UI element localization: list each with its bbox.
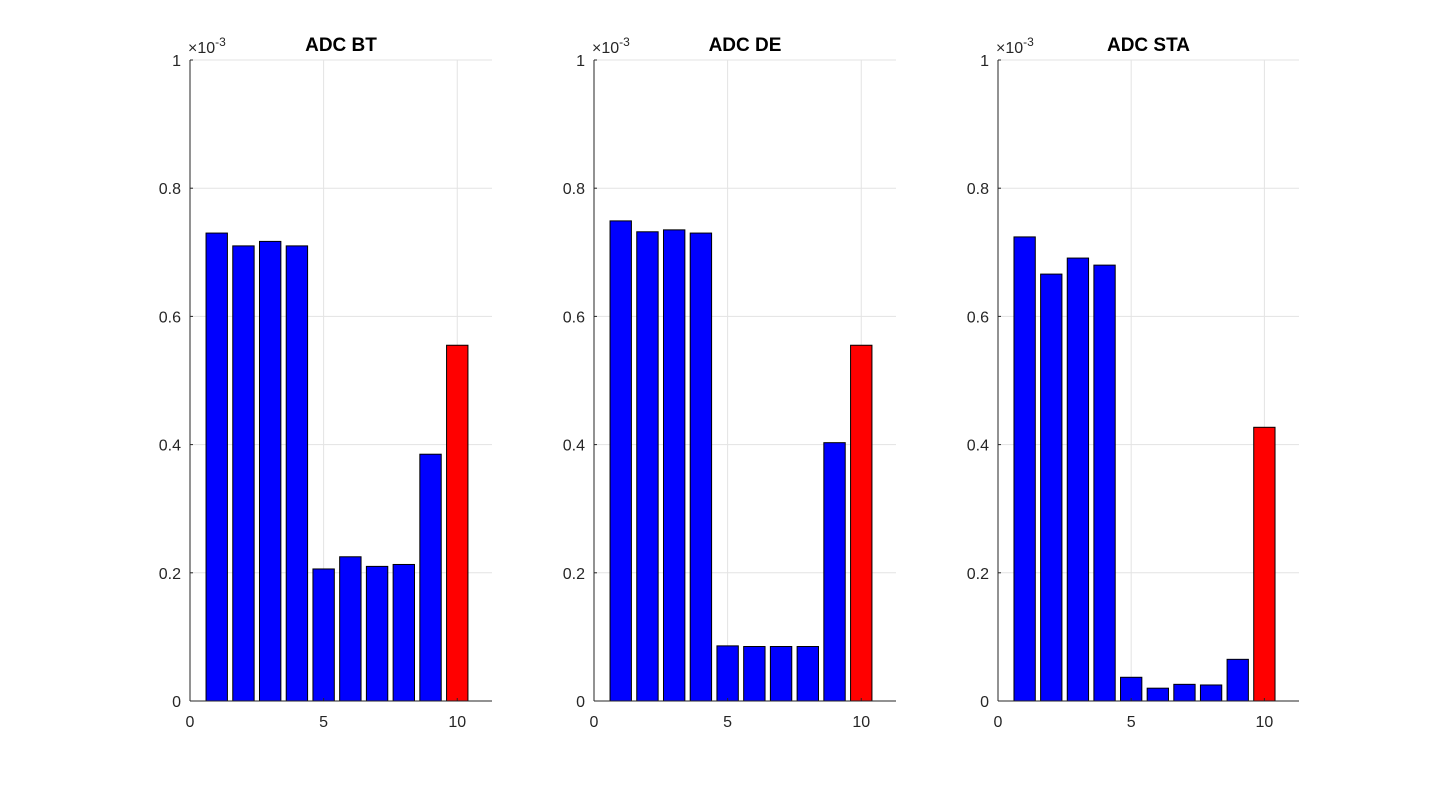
y-tick-label: 0.2: [967, 566, 989, 583]
exponent-base: ×10: [592, 40, 619, 57]
y-tick-label: 0.8: [967, 181, 989, 198]
bar-2: [1040, 273, 1063, 702]
y-tick-label: 0.6: [967, 309, 989, 326]
y-tick-label: 0: [980, 694, 989, 711]
y-tick-label: 0.2: [159, 566, 181, 583]
bar-3: [662, 229, 686, 702]
exponent-base: ×10: [188, 40, 215, 57]
bar-6: [1146, 687, 1169, 702]
bar-10: [1253, 426, 1276, 702]
chart-title: ADC DE: [709, 35, 782, 56]
y-tick-label: 0: [172, 694, 181, 711]
bar-1: [609, 220, 632, 702]
y-tick-label: 0.8: [563, 181, 585, 198]
x-tick-label: 0: [590, 714, 599, 731]
y-tick-label: 1: [980, 53, 989, 70]
bar-4: [285, 245, 309, 702]
x-tick-label: 10: [448, 714, 466, 731]
bar-8: [392, 563, 415, 702]
chart-title: ADC STA: [1107, 35, 1190, 56]
x-tick-label: 10: [852, 714, 870, 731]
bar-8: [1199, 684, 1223, 702]
x-tick-label: 5: [319, 714, 328, 731]
bar-2: [232, 245, 255, 702]
exponent-base: ×10: [996, 40, 1023, 57]
x-tick-label: 0: [994, 714, 1003, 731]
exponent-power: -3: [619, 35, 630, 49]
y-tick-label: 0.2: [563, 566, 585, 583]
y-tick-label: 0.4: [159, 438, 181, 455]
bar-1: [205, 232, 228, 702]
bar-7: [769, 646, 793, 702]
bar-4: [689, 232, 713, 702]
y-tick-label: 0.4: [967, 438, 989, 455]
y-tick-label: 0.6: [563, 309, 585, 326]
bar-5: [312, 568, 335, 702]
y-tick-label: 0: [576, 694, 585, 711]
y-exponent-label: ×10-3: [996, 35, 1034, 57]
chart-title: ADC BT: [305, 35, 377, 56]
bar-9: [1226, 658, 1249, 702]
y-exponent-label: ×10-3: [188, 35, 226, 57]
y-tick-label: 0.8: [159, 181, 181, 198]
x-tick-label: 0: [186, 714, 195, 731]
y-tick-label: 1: [576, 53, 585, 70]
bar-6: [339, 556, 362, 702]
y-tick-label: 0.6: [159, 309, 181, 326]
bar-3: [1066, 257, 1090, 702]
subplot-3: 00.20.40.60.810 5 10×10-3 ADC STA: [967, 35, 1299, 731]
bar-7: [1173, 683, 1196, 702]
bar-3: [258, 240, 282, 702]
exponent-power: -3: [215, 35, 226, 49]
bar-8: [796, 646, 819, 702]
bar-7: [365, 565, 389, 702]
bar-1: [1013, 236, 1036, 702]
subplot-1: 00.20.40.60.810 5 10×10-3 ADC BT: [159, 35, 492, 731]
bar-6: [743, 646, 766, 702]
bar-5: [716, 645, 739, 702]
bar-5: [1120, 676, 1143, 702]
bar-9: [419, 453, 442, 702]
bar-9: [823, 442, 846, 702]
x-tick-label: 10: [1255, 714, 1273, 731]
y-tick-label: 0.4: [563, 438, 585, 455]
x-tick-label: 5: [1127, 714, 1136, 731]
y-exponent-label: ×10-3: [592, 35, 630, 57]
subplot-2: 00.20.40.60.810 5 10×10-3 ADC DE: [563, 35, 896, 731]
bar-2: [636, 231, 659, 702]
x-tick-label: 5: [723, 714, 732, 731]
exponent-power: -3: [1023, 35, 1034, 49]
bar-10: [446, 344, 469, 702]
bar-4: [1093, 264, 1116, 702]
y-tick-label: 1: [172, 53, 181, 70]
bar-10: [850, 344, 873, 702]
